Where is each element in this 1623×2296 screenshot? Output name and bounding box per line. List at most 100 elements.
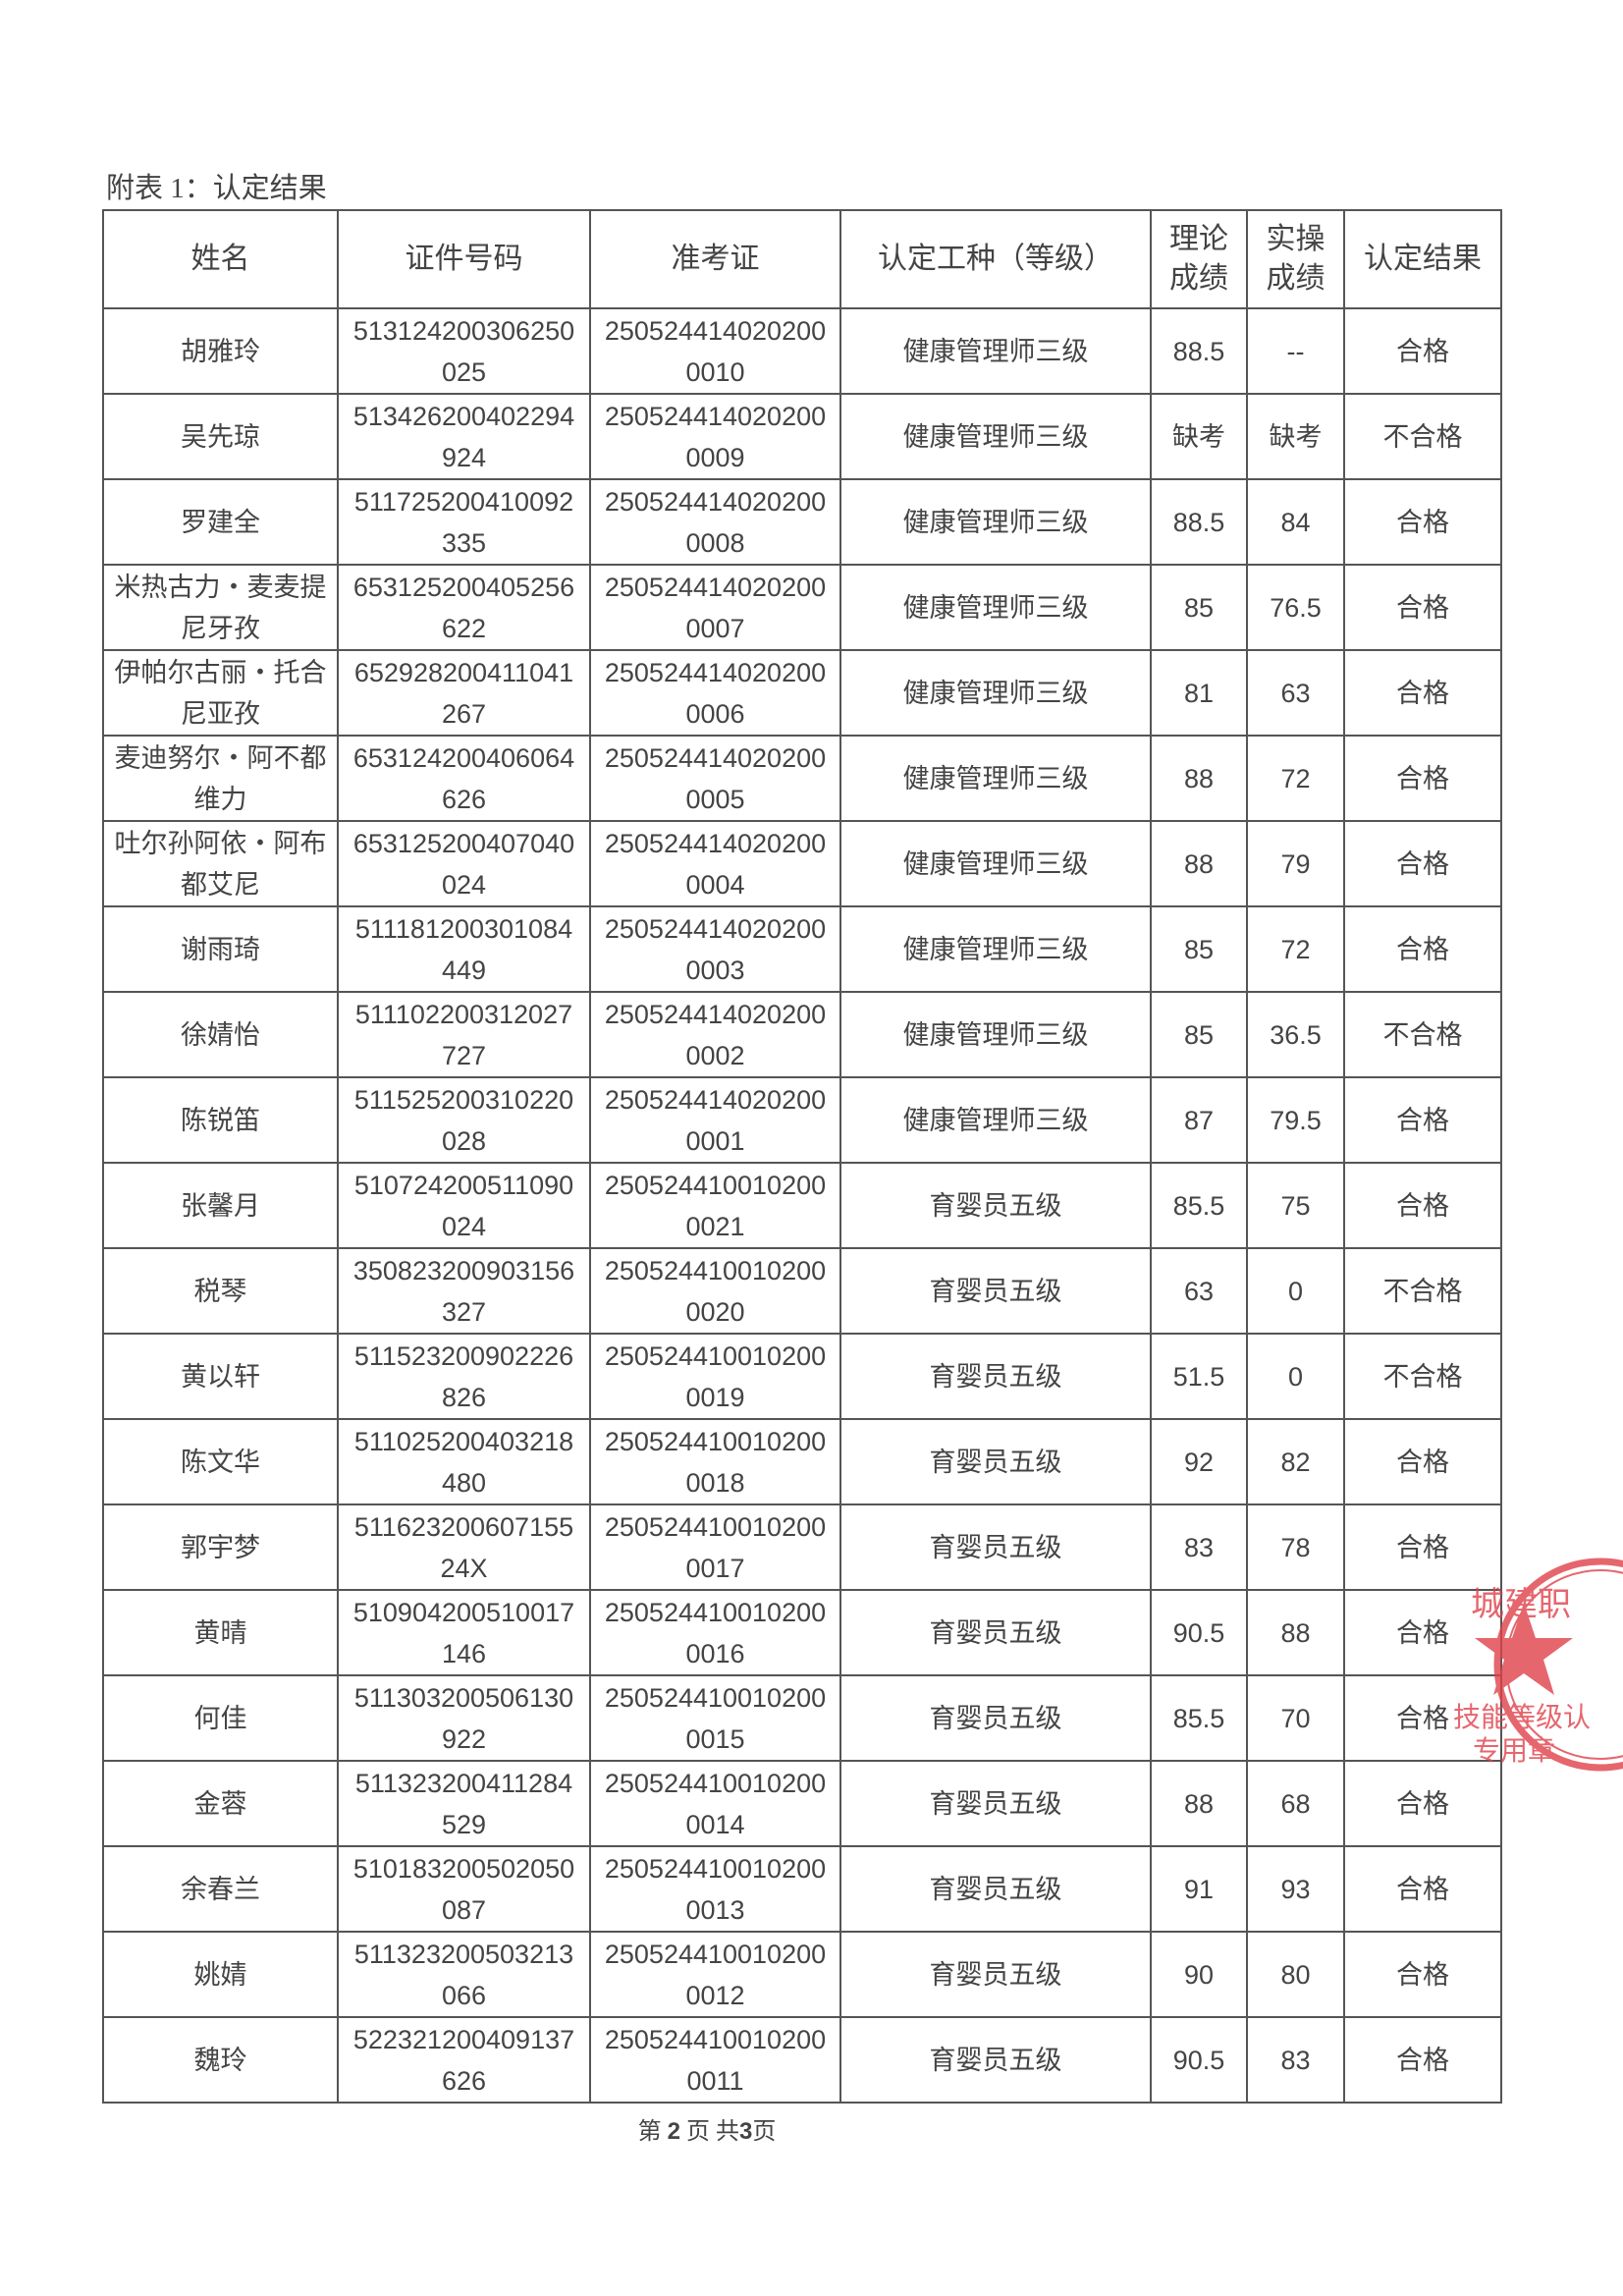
table-row: 郭宇梦 511623200607155 24X 250524410010200 00… bbox=[102, 1503, 1502, 1591]
id-number-cell: 513124200306250 025 bbox=[337, 307, 591, 395]
theory-score-cell: 91 bbox=[1150, 1845, 1248, 1933]
theory-score-cell: 90.5 bbox=[1150, 1589, 1248, 1676]
theory-score-cell: 85.5 bbox=[1150, 1674, 1248, 1762]
practice-score-cell: 88 bbox=[1246, 1589, 1345, 1676]
trade-cell: 育婴员五级 bbox=[839, 1931, 1152, 2018]
theory-score-cell: 88 bbox=[1150, 1760, 1248, 1847]
id-number-cell: 510183200502050 087 bbox=[337, 1845, 591, 1933]
trade-cell: 育婴员五级 bbox=[839, 1247, 1152, 1335]
practice-score-cell: 84 bbox=[1246, 478, 1345, 566]
name-cell: 徐婧怡 bbox=[102, 991, 339, 1078]
trade-cell: 健康管理师三级 bbox=[839, 1076, 1152, 1164]
ticket-cell: 250524410010200 0012 bbox=[589, 1931, 841, 2018]
ticket-cell: 250524414020200 0008 bbox=[589, 478, 841, 566]
result-cell: 合格 bbox=[1343, 478, 1502, 566]
theory-score-cell: 85 bbox=[1150, 564, 1248, 651]
result-cell: 合格 bbox=[1343, 1589, 1502, 1676]
name-cell: 黄以轩 bbox=[102, 1333, 339, 1420]
name-cell: 郭宇梦 bbox=[102, 1503, 339, 1591]
theory-score-cell: 87 bbox=[1150, 1076, 1248, 1164]
trade-cell: 育婴员五级 bbox=[839, 1674, 1152, 1762]
result-cell: 合格 bbox=[1343, 905, 1502, 993]
ticket-cell: 250524414020200 0005 bbox=[589, 735, 841, 822]
practice-score-cell: 76.5 bbox=[1246, 564, 1345, 651]
id-number-cell: 511323200411284 529 bbox=[337, 1760, 591, 1847]
id-number-cell: 513426200402294 924 bbox=[337, 393, 591, 480]
trade-cell: 育婴员五级 bbox=[839, 1589, 1152, 1676]
ticket-cell: 250524410010200 0020 bbox=[589, 1247, 841, 1335]
document-title: 附表 1：认定结果 bbox=[106, 173, 327, 204]
ticket-cell: 250524414020200 0002 bbox=[589, 991, 841, 1078]
theory-score-cell: 88.5 bbox=[1150, 307, 1248, 395]
trade-cell: 育婴员五级 bbox=[839, 1760, 1152, 1847]
ticket-cell: 250524410010200 0016 bbox=[589, 1589, 841, 1676]
id-number-cell: 511623200607155 24X bbox=[337, 1503, 591, 1591]
name-cell: 伊帕尔古丽・托合尼亚孜 bbox=[102, 649, 339, 737]
table-row: 徐婧怡 511102200312027 727 250524414020200 00… bbox=[102, 991, 1502, 1078]
practice-score-cell: 0 bbox=[1246, 1333, 1345, 1420]
trade-cell: 健康管理师三级 bbox=[839, 649, 1152, 737]
ticket-cell: 250524414020200 0003 bbox=[589, 905, 841, 993]
theory-score-cell: 88 bbox=[1150, 735, 1248, 822]
practice-score-cell: 83 bbox=[1246, 2016, 1345, 2104]
practice-score-cell: 缺考 bbox=[1246, 393, 1345, 480]
id-number-cell: 652928200411041 267 bbox=[337, 649, 591, 737]
practice-score-cell: 72 bbox=[1246, 905, 1345, 993]
theory-score-cell: 92 bbox=[1150, 1418, 1248, 1505]
result-cell: 合格 bbox=[1343, 1845, 1502, 1933]
ticket-cell: 250524410010200 0015 bbox=[589, 1674, 841, 1762]
trade-cell: 育婴员五级 bbox=[839, 1333, 1152, 1420]
result-cell: 合格 bbox=[1343, 1674, 1502, 1762]
practice-score-cell: 80 bbox=[1246, 1931, 1345, 2018]
footer-prefix: 第 bbox=[637, 2119, 662, 2145]
name-cell: 胡雅玲 bbox=[102, 307, 339, 395]
practice-score-cell: -- bbox=[1246, 307, 1345, 395]
trade-cell: 健康管理师三级 bbox=[839, 905, 1152, 993]
name-cell: 米热古力・麦麦提尼牙孜 bbox=[102, 564, 339, 651]
trade-cell: 健康管理师三级 bbox=[839, 478, 1152, 566]
id-number-cell: 350823200903156 327 bbox=[337, 1247, 591, 1335]
id-number-cell: 653125200407040 024 bbox=[337, 820, 591, 907]
result-cell: 合格 bbox=[1343, 307, 1502, 395]
header-theory: 理论 成绩 bbox=[1150, 209, 1248, 309]
ticket-cell: 250524410010200 0017 bbox=[589, 1503, 841, 1591]
trade-cell: 健康管理师三级 bbox=[839, 991, 1152, 1078]
table-row: 黄以轩 511523200902226 826 250524410010200 00… bbox=[102, 1333, 1502, 1420]
table-row: 伊帕尔古丽・托合尼亚孜 652928200411041 267 2505244140… bbox=[102, 649, 1502, 737]
table-row: 麦迪努尔・阿不都维力 653124200406064 626 25052441402… bbox=[102, 735, 1502, 822]
theory-score-cell: 88.5 bbox=[1150, 478, 1248, 566]
result-cell: 合格 bbox=[1343, 1418, 1502, 1505]
ticket-cell: 250524410010200 0019 bbox=[589, 1333, 841, 1420]
practice-score-cell: 75 bbox=[1246, 1162, 1345, 1249]
ticket-cell: 250524414020200 0009 bbox=[589, 393, 841, 480]
ticket-cell: 250524410010200 0014 bbox=[589, 1760, 841, 1847]
result-cell: 合格 bbox=[1343, 820, 1502, 907]
trade-cell: 健康管理师三级 bbox=[839, 393, 1152, 480]
name-cell: 谢雨琦 bbox=[102, 905, 339, 993]
ticket-cell: 250524414020200 0006 bbox=[589, 649, 841, 737]
header-name: 姓名 bbox=[102, 209, 339, 309]
practice-score-cell: 72 bbox=[1246, 735, 1345, 822]
svg-text:城建职: 城建职 bbox=[1471, 1585, 1571, 1624]
trade-cell: 育婴员五级 bbox=[839, 1845, 1152, 1933]
practice-score-cell: 0 bbox=[1246, 1247, 1345, 1335]
trade-cell: 育婴员五级 bbox=[839, 1503, 1152, 1591]
name-cell: 罗建全 bbox=[102, 478, 339, 566]
practice-score-cell: 68 bbox=[1246, 1760, 1345, 1847]
svg-text:专用章: 专用章 bbox=[1473, 1734, 1555, 1767]
id-number-cell: 510904200510017 146 bbox=[337, 1589, 591, 1676]
theory-score-cell: 85.5 bbox=[1150, 1162, 1248, 1249]
table-row: 陈锐笛 511525200310220 028 250524414020200 00… bbox=[102, 1076, 1502, 1164]
practice-score-cell: 82 bbox=[1246, 1418, 1345, 1505]
name-cell: 姚婧 bbox=[102, 1931, 339, 2018]
name-cell: 余春兰 bbox=[102, 1845, 339, 1933]
header-id-number: 证件号码 bbox=[337, 209, 591, 309]
table-row: 吐尔孙阿依・阿布都艾尼 653125200407040 024 2505244140… bbox=[102, 820, 1502, 907]
id-number-cell: 653125200405256 622 bbox=[337, 564, 591, 651]
table-row: 税琴 350823200903156 327 250524410010200 002… bbox=[102, 1247, 1502, 1335]
name-cell: 税琴 bbox=[102, 1247, 339, 1335]
table-row: 陈文华 511025200403218 480 250524410010200 00… bbox=[102, 1418, 1502, 1505]
table-row: 罗建全 511725200410092 335 250524414020200 00… bbox=[102, 478, 1502, 566]
table-row: 魏玲 522321200409137 626 250524410010200 001… bbox=[102, 2016, 1502, 2104]
name-cell: 金蓉 bbox=[102, 1760, 339, 1847]
